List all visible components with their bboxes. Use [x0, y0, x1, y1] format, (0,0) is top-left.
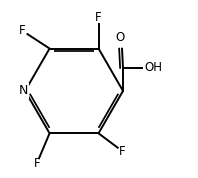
- Text: F: F: [33, 157, 40, 170]
- Text: F: F: [19, 25, 26, 38]
- Text: OH: OH: [144, 61, 162, 74]
- Text: O: O: [115, 31, 125, 44]
- Text: F: F: [119, 145, 126, 158]
- Text: F: F: [95, 11, 102, 24]
- Text: N: N: [18, 84, 28, 97]
